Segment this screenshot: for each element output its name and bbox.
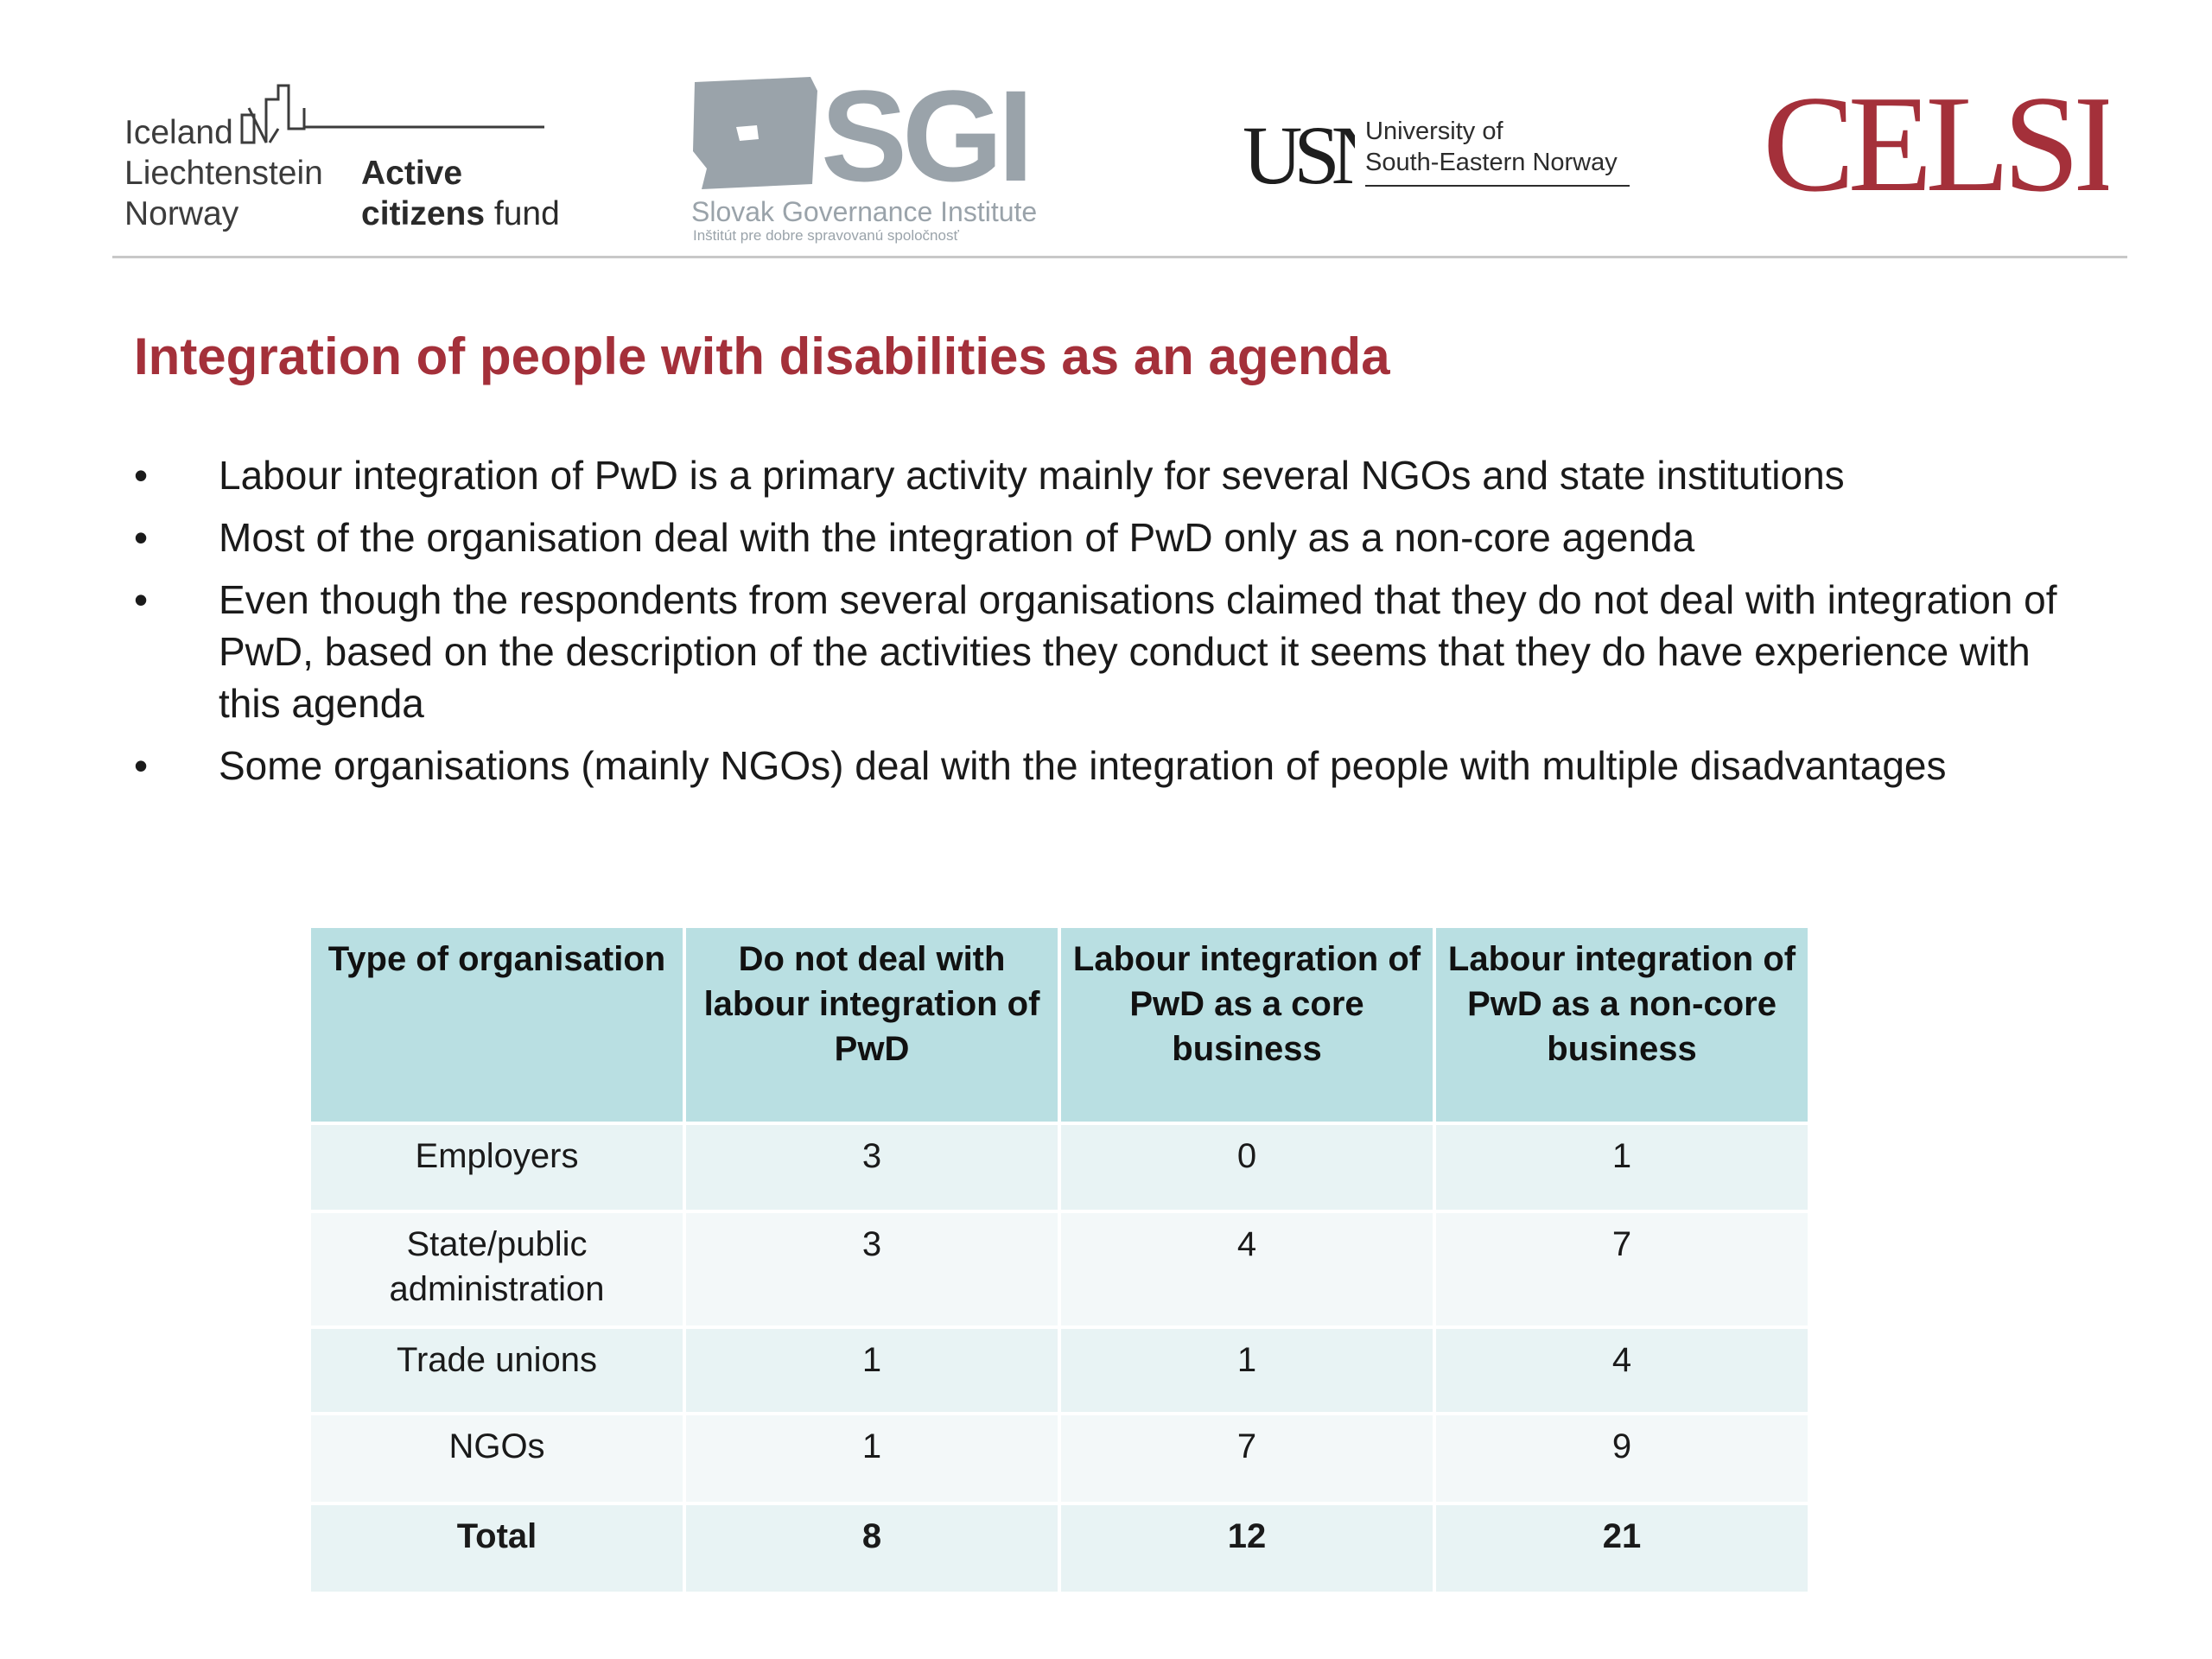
table-header-row: Type of organisation Do not deal with la… xyxy=(311,928,1808,1122)
fund-word-citizens: citizens xyxy=(361,195,486,232)
table-row: State/public administration 3 4 7 xyxy=(311,1213,1808,1325)
bullet-text: Most of the organisation deal with the i… xyxy=(219,515,1695,560)
fund-name: Active citizens fund xyxy=(361,153,560,234)
header-do-not-deal: Do not deal with labour integration of P… xyxy=(686,928,1058,1122)
table-cell: 4 xyxy=(1436,1329,1808,1412)
bullet-item: • Even though the respondents from severa… xyxy=(134,574,2095,729)
table-cell: 1 xyxy=(686,1415,1058,1502)
organisation-table: Type of organisation Do not deal with la… xyxy=(308,925,1811,1595)
header-non-core-business: Labour integration of PwD as a non-core … xyxy=(1436,928,1808,1122)
celsi-text: CELSI xyxy=(1763,82,2108,203)
table-cell: 1 xyxy=(686,1329,1058,1412)
total-cell: 12 xyxy=(1061,1505,1433,1592)
total-cell: 21 xyxy=(1436,1505,1808,1592)
celsi-logo: CELSI xyxy=(1763,82,2108,203)
usn-mark-text: USN xyxy=(1243,112,1355,190)
table-cell: 3 xyxy=(686,1213,1058,1325)
bullet-text: Even though the respondents from several… xyxy=(219,577,2057,726)
table-cell: 7 xyxy=(1061,1415,1433,1502)
sgi-name: Slovak Governance Institute xyxy=(691,196,1038,227)
row-label: Trade unions xyxy=(311,1329,683,1412)
fund-word-fund: fund xyxy=(493,195,560,232)
usn-underline xyxy=(1365,185,1630,187)
logo-header: Iceland Liechtenstein Norway Active citi… xyxy=(0,0,2212,259)
country-iceland: Iceland xyxy=(124,114,233,151)
table-cell: 3 xyxy=(686,1125,1058,1210)
table-row: Employers 3 0 1 xyxy=(311,1125,1808,1210)
bullet-list: • Labour integration of PwD is a primary … xyxy=(134,449,2095,802)
bullet-icon: • xyxy=(134,577,149,622)
table-cell: 1 xyxy=(1436,1125,1808,1210)
header-type-of-organisation: Type of organisation xyxy=(311,928,683,1122)
active-citizens-fund-logo: Iceland Liechtenstein Norway Active citi… xyxy=(121,73,560,238)
table-cell: 0 xyxy=(1061,1125,1433,1210)
usn-mark: USN xyxy=(1243,112,1355,190)
header-core-business: Labour integration of PwD as a core busi… xyxy=(1061,928,1433,1122)
row-label: State/public administration xyxy=(311,1213,683,1325)
sgi-subtitle: Inštitút pre dobre spravovanú spoločnosť xyxy=(693,227,959,244)
bullet-text: Some organisations (mainly NGOs) deal wi… xyxy=(219,743,1947,788)
country-norway: Norway xyxy=(124,195,239,232)
bullet-item: • Labour integration of PwD is a primary … xyxy=(134,449,2095,501)
row-label-total: Total xyxy=(311,1505,683,1592)
header-divider xyxy=(112,256,2127,258)
table-row: Trade unions 1 1 4 xyxy=(311,1329,1808,1412)
table-cell: 1 xyxy=(1061,1329,1433,1412)
table-total-row: Total 8 12 21 xyxy=(311,1505,1808,1592)
table-row: NGOs 1 7 9 xyxy=(311,1415,1808,1502)
organisation-table-wrapper: Type of organisation Do not deal with la… xyxy=(308,925,1811,1595)
table-cell: 7 xyxy=(1436,1213,1808,1325)
bullet-item: • Some organisations (mainly NGOs) deal w… xyxy=(134,740,2095,791)
row-label: NGOs xyxy=(311,1415,683,1502)
bullet-icon: • xyxy=(134,453,149,498)
bullet-icon: • xyxy=(134,743,149,788)
sgi-logo: SGI Slovak Governance Institute Inštitút… xyxy=(691,63,1054,246)
skyline-icon xyxy=(240,84,544,144)
country-liechtenstein: Liechtenstein xyxy=(124,155,323,192)
usn-name: University of South-Eastern Norway xyxy=(1365,116,1618,178)
usn-logo: USN University of South-Eastern Norway xyxy=(1243,112,1640,199)
bullet-text: Labour integration of PwD is a primary a… xyxy=(219,453,1845,498)
bullet-icon: • xyxy=(134,515,149,560)
row-label: Employers xyxy=(311,1125,683,1210)
usn-line2: South-Eastern Norway xyxy=(1365,149,1618,176)
eea-countries: Iceland Liechtenstein Norway xyxy=(124,112,323,234)
table-cell: 4 xyxy=(1061,1213,1433,1325)
sgi-mark: SGI xyxy=(693,63,1033,208)
table-cell: 9 xyxy=(1436,1415,1808,1502)
map-dot-icon xyxy=(736,125,759,141)
fund-word-active: Active xyxy=(361,155,463,192)
slide-title: Integration of people with disabilities … xyxy=(134,327,1390,385)
usn-line1: University of xyxy=(1365,118,1503,145)
total-cell: 8 xyxy=(686,1505,1058,1592)
bullet-item: • Most of the organisation deal with the … xyxy=(134,512,2095,563)
sgi-acronym: SGI xyxy=(821,73,1028,194)
